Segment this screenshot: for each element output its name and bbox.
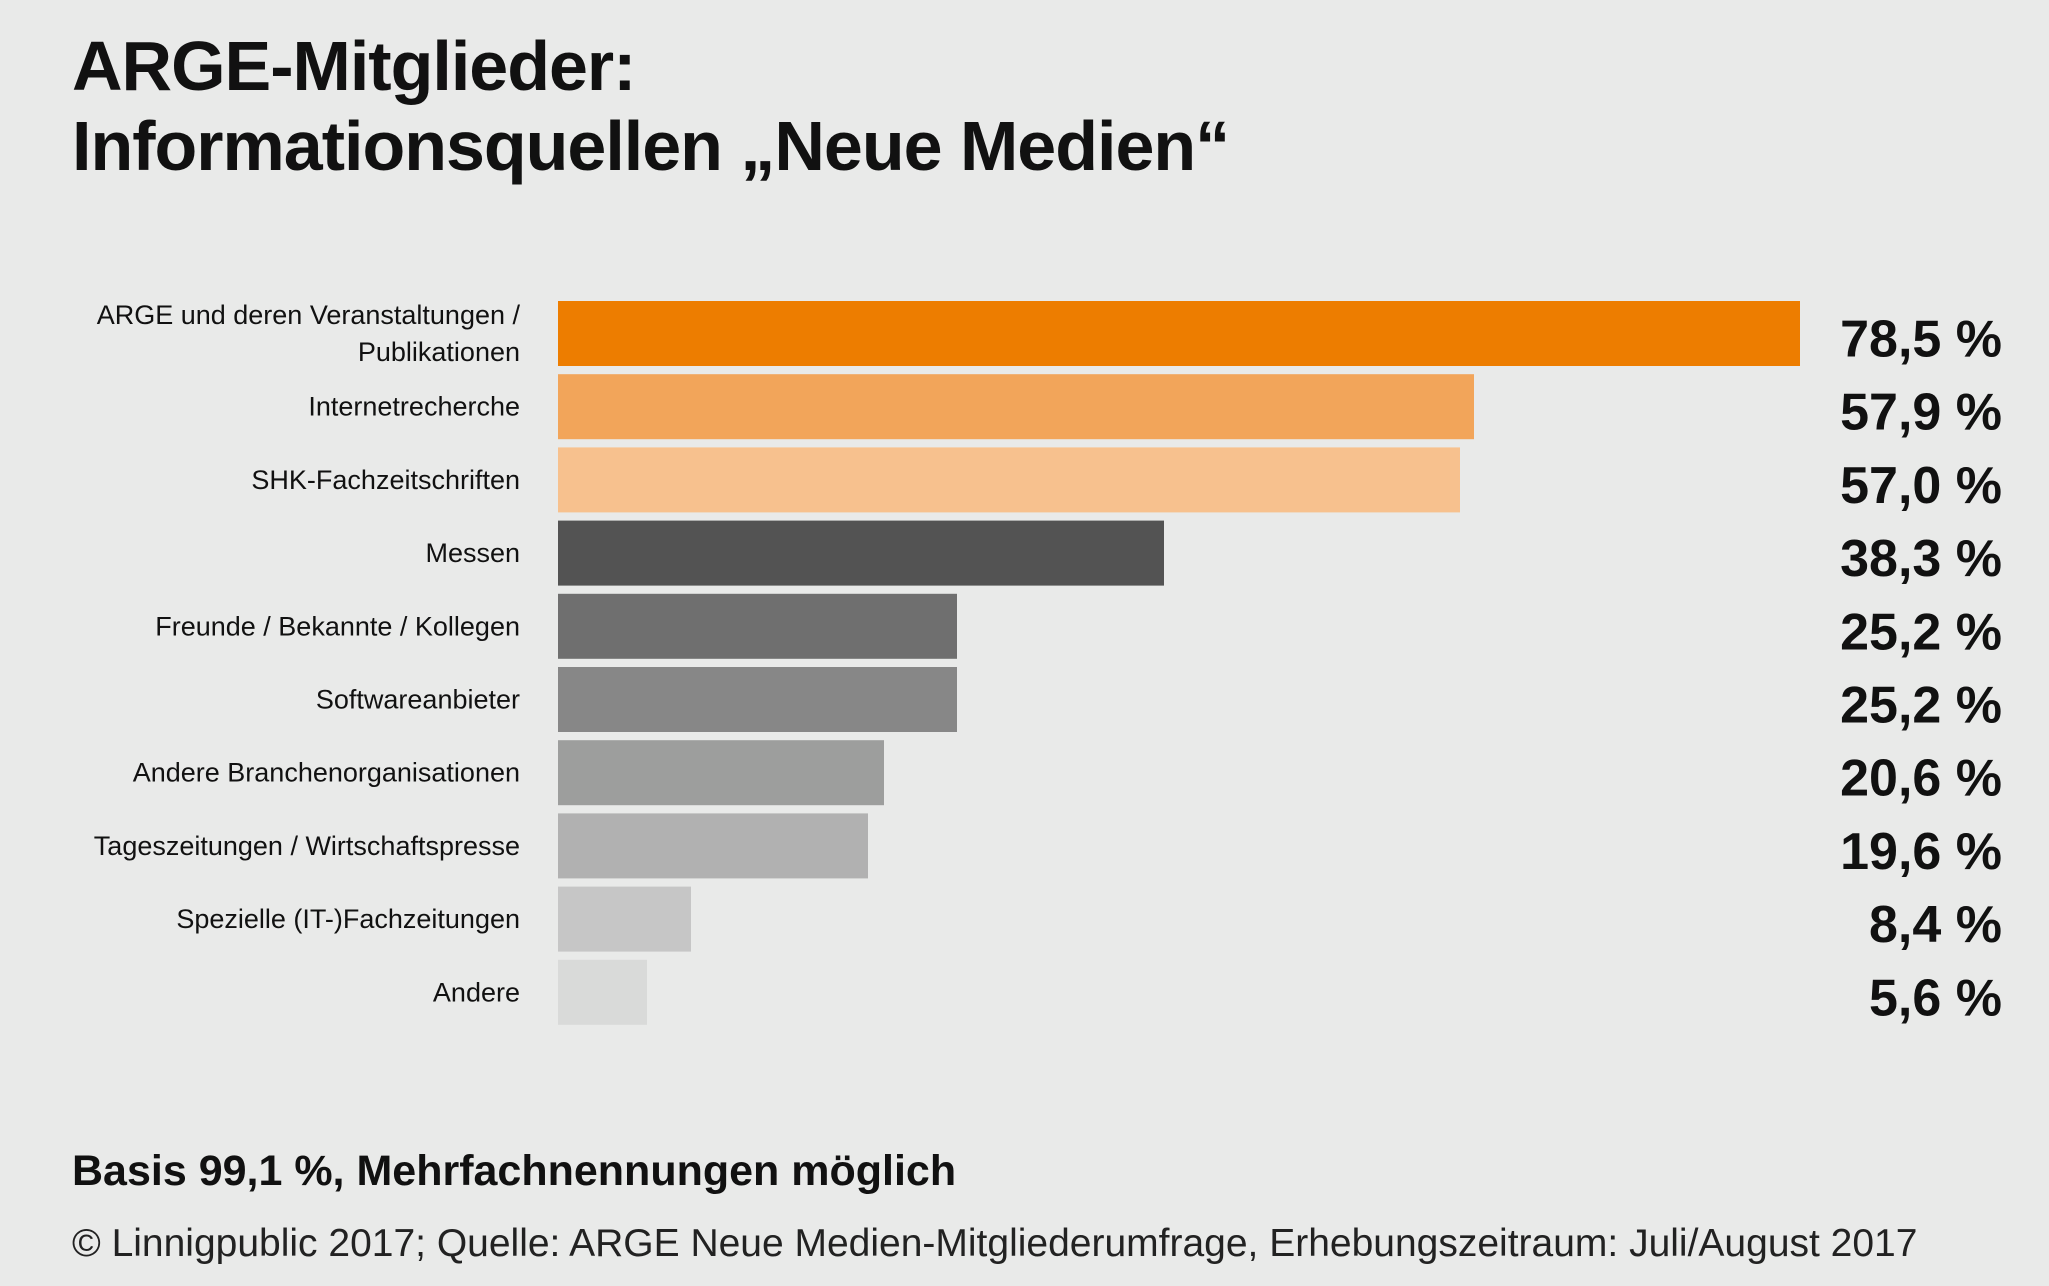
bar-2 xyxy=(558,374,1474,440)
bar-9 xyxy=(558,886,691,952)
category-label-3: SHK-Fachzeitschriften xyxy=(251,465,520,495)
bar-4 xyxy=(558,520,1164,586)
title-line-1: ARGE-Mitglieder: xyxy=(72,27,636,105)
bar-1 xyxy=(558,301,1800,366)
bar-6 xyxy=(558,667,957,732)
category-label-10: Andere xyxy=(433,977,520,1007)
category-label-1-line-2: Publikationen xyxy=(358,337,520,367)
category-label-6: Softwareanbieter xyxy=(316,685,520,715)
value-label-1: 78,5 % xyxy=(1840,311,2002,369)
chart-title: ARGE-Mitglieder: Informationsquellen „Ne… xyxy=(72,26,1230,186)
bar-10 xyxy=(558,959,647,1025)
category-label-8: Tageszeitungen / Wirtschaftspresse xyxy=(94,831,520,861)
bar-5 xyxy=(558,593,957,659)
bar-3 xyxy=(558,447,1460,513)
value-label-7: 20,6 % xyxy=(1840,750,2002,808)
category-label-7: Andere Branchenorganisationen xyxy=(133,758,520,788)
title-line-2: Informationsquellen „Neue Medien“ xyxy=(72,107,1230,185)
value-label-2: 57,9 % xyxy=(1840,384,2002,442)
value-label-10: 5,6 % xyxy=(1869,969,2002,1027)
value-label-9: 8,4 % xyxy=(1869,896,2002,954)
value-label-4: 38,3 % xyxy=(1840,530,2002,588)
category-label-2: Internetrecherche xyxy=(308,392,520,422)
value-label-8: 19,6 % xyxy=(1840,823,2002,881)
bar-7 xyxy=(558,740,884,806)
source-credit: © Linnigpublic 2017; Quelle: ARGE Neue M… xyxy=(72,1222,1918,1265)
category-label-1-line-1: ARGE und deren Veranstaltungen / xyxy=(97,300,521,330)
base-note: Basis 99,1 %, Mehrfachnennungen möglich xyxy=(72,1147,957,1195)
bar-8 xyxy=(558,813,868,879)
value-label-6: 25,2 % xyxy=(1840,677,2002,735)
category-label-4: Messen xyxy=(425,538,520,568)
category-label-9: Spezielle (IT-)Fachzeitungen xyxy=(176,904,520,934)
value-label-5: 25,2 % xyxy=(1840,603,2002,661)
category-label-5: Freunde / Bekannte / Kollegen xyxy=(155,611,520,641)
value-label-3: 57,0 % xyxy=(1840,457,2002,515)
